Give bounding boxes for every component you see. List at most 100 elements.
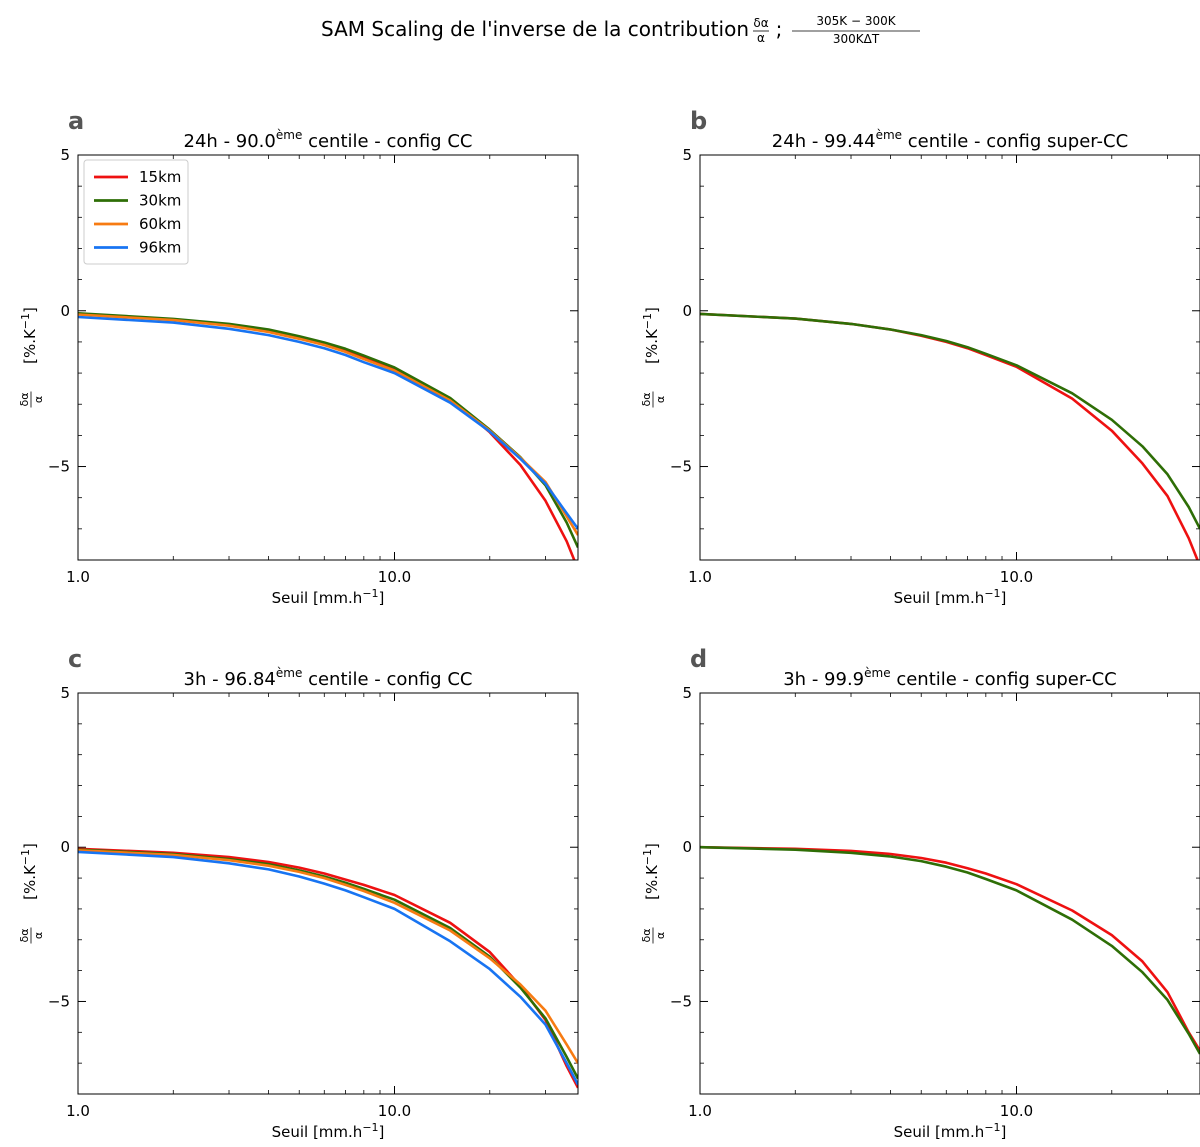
series-lines bbox=[78, 847, 578, 1089]
y-axis-label-main: [%.K bbox=[21, 864, 39, 900]
legend-frame bbox=[83, 159, 189, 265]
suptitle-frac1-num: δα bbox=[753, 16, 768, 30]
x-tick-label: 1.0 bbox=[66, 568, 90, 586]
panel-title-superscript: ème bbox=[276, 666, 302, 680]
y-axis-label: [%.K−1] δα α bbox=[18, 307, 45, 408]
series-line-30km bbox=[700, 845, 1200, 1055]
panel-title: 24h - 90.0ème centile - config CC bbox=[184, 128, 473, 152]
legend-label-96km: 96km bbox=[139, 239, 181, 257]
series-line-60km bbox=[78, 313, 578, 536]
x-axis-label: Seuil [mm.h−1] bbox=[894, 587, 1007, 607]
suptitle-main: SAM Scaling de l'inverse de la contribut… bbox=[321, 17, 749, 41]
x-axis-label-end: ] bbox=[1001, 1123, 1007, 1141]
y-axis-label-frac-den: α bbox=[654, 932, 667, 939]
y-tick-label: 5 bbox=[682, 684, 692, 702]
y-axis-label-frac-num: δα bbox=[640, 929, 653, 943]
series-line-15km bbox=[700, 312, 1199, 560]
panel-letter: d bbox=[690, 645, 707, 673]
axes-frame bbox=[77, 692, 579, 1095]
series-lines bbox=[700, 312, 1200, 560]
x-tick-label: 10.0 bbox=[1000, 568, 1033, 586]
y-axis-label-superscript: −1 bbox=[19, 313, 32, 329]
panel-title: 24h - 99.44ème centile - config super-CC bbox=[772, 128, 1128, 152]
series-line-96km bbox=[78, 315, 578, 530]
axes-frame bbox=[699, 692, 1200, 1095]
y-tick-label: 5 bbox=[60, 146, 70, 164]
y-axis-label-frac-num: δα bbox=[18, 929, 31, 943]
series-lines bbox=[700, 845, 1200, 1055]
x-tick-label: 10.0 bbox=[1000, 1102, 1033, 1120]
panel-letter: b bbox=[690, 107, 707, 135]
y-minor-ticks bbox=[700, 723, 1200, 1095]
y-axis-label-end: ] bbox=[21, 843, 39, 849]
legend: 15km 30km 60km 96km bbox=[83, 159, 189, 265]
x-axis-label-superscript: −1 bbox=[984, 1121, 1000, 1134]
panel-b: 1.0 10.0 5 0 −5 b 24h - 99.44ème centile - con… bbox=[640, 107, 1200, 607]
x-tick-label: 10.0 bbox=[378, 568, 411, 586]
y-axis-label-frac-den: α bbox=[654, 396, 667, 403]
y-axis-label-superscript: −1 bbox=[641, 849, 654, 865]
y-axis-label-text: [%.K−1] bbox=[641, 843, 661, 900]
panel-title-rest: centile - config CC bbox=[302, 669, 472, 690]
x-axis-label: Seuil [mm.h−1] bbox=[272, 1121, 385, 1141]
y-axis-label-frac-num: δα bbox=[18, 393, 31, 407]
panel-title-rest: centile - config CC bbox=[302, 131, 472, 152]
y-axis-label-frac-den: α bbox=[32, 396, 45, 403]
x-axis-label-end: ] bbox=[379, 1123, 385, 1141]
x-axis-label: Seuil [mm.h−1] bbox=[272, 587, 385, 607]
panel-d: 1.0 10.0 5 0 −5 d 3h - 99.9ème centile - confi… bbox=[640, 645, 1200, 1141]
y-axis-label-superscript: −1 bbox=[641, 313, 654, 329]
y-tick-label: −5 bbox=[48, 458, 70, 476]
panel-title: 3h - 96.84ème centile - config CC bbox=[184, 666, 473, 690]
y-minor-ticks bbox=[78, 723, 578, 1095]
y-minor-ticks bbox=[700, 185, 1200, 561]
panel-title-superscript: ème bbox=[864, 666, 890, 680]
series-lines bbox=[78, 312, 578, 560]
x-axis-label-superscript: −1 bbox=[362, 1121, 378, 1134]
panel-title-main: 3h - 99.9 bbox=[783, 669, 864, 690]
axes-frame bbox=[77, 154, 579, 561]
panel-title-main: 24h - 99.44 bbox=[772, 131, 876, 152]
x-tick-label: 1.0 bbox=[688, 1102, 712, 1120]
panel-title: 3h - 99.9ème centile - config super-CC bbox=[783, 666, 1117, 690]
x-axis-label-main: Seuil [mm.h bbox=[272, 589, 363, 607]
figure-suptitle: SAM Scaling de l'inverse de la contribut… bbox=[321, 14, 920, 46]
legend-label-30km: 30km bbox=[139, 192, 181, 210]
suptitle-frac2-num: 305K − 300K bbox=[816, 14, 896, 28]
panel-title-main: 24h - 90.0 bbox=[184, 131, 276, 152]
x-tick-label: 1.0 bbox=[66, 1102, 90, 1120]
y-axis-label-superscript: −1 bbox=[19, 849, 32, 865]
panel-title-main: 3h - 96.84 bbox=[184, 669, 276, 690]
y-tick-label: 5 bbox=[60, 684, 70, 702]
y-tick-label: 0 bbox=[60, 302, 70, 320]
y-tick-label: −5 bbox=[48, 992, 70, 1010]
panel-title-superscript: ème bbox=[276, 128, 302, 142]
y-axis-label-text: [%.K−1] bbox=[19, 843, 39, 900]
series-line-96km bbox=[78, 850, 578, 1086]
legend-label-15km: 15km bbox=[139, 168, 181, 186]
panel-a: 1.0 10.0 5 0 −5 a 24h - 90.0ème centile - conf… bbox=[18, 107, 579, 607]
legend-label-60km: 60km bbox=[139, 215, 181, 233]
y-axis-label: [%.K−1] δα α bbox=[640, 307, 667, 408]
x-minor-ticks bbox=[794, 155, 1168, 560]
y-axis-label-frac-num: δα bbox=[640, 393, 653, 407]
y-axis-label-text: [%.K−1] bbox=[641, 307, 661, 364]
y-axis-label-end: ] bbox=[643, 843, 661, 849]
x-axis-label: Seuil [mm.h−1] bbox=[894, 1121, 1007, 1141]
x-axis-label-main: Seuil [mm.h bbox=[272, 1123, 363, 1141]
panel-title-rest: centile - config super-CC bbox=[902, 131, 1128, 152]
x-axis-label-superscript: −1 bbox=[362, 587, 378, 600]
x-minor-ticks bbox=[172, 155, 546, 560]
panel-title-superscript: ème bbox=[876, 128, 902, 142]
panel-letter: c bbox=[68, 645, 82, 673]
series-line-60km bbox=[78, 849, 578, 1064]
y-axis-label-text: [%.K−1] bbox=[19, 307, 39, 364]
y-tick-label: −5 bbox=[670, 992, 692, 1010]
x-axis-label-main: Seuil [mm.h bbox=[894, 589, 985, 607]
x-axis-label-main: Seuil [mm.h bbox=[894, 1123, 985, 1141]
suptitle-frac1-den: α bbox=[757, 31, 765, 45]
x-tick-label: 1.0 bbox=[688, 568, 712, 586]
y-tick-label: 5 bbox=[682, 146, 692, 164]
axes-frame bbox=[699, 154, 1200, 561]
y-tick-label: 0 bbox=[682, 838, 692, 856]
